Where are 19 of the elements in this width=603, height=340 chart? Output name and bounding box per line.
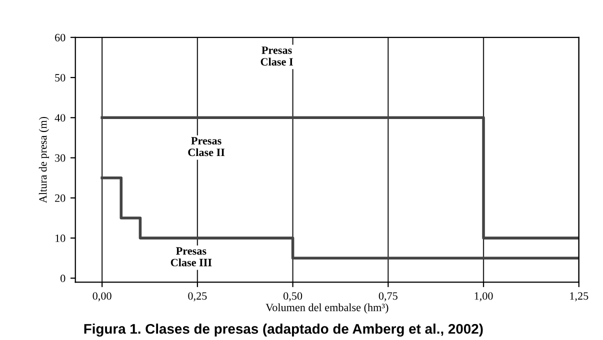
- x-axis-title: Volumen del embalse (hm³): [266, 303, 388, 314]
- x-tick-label: 1,25: [570, 292, 588, 302]
- x-tick-label: 0,75: [378, 292, 398, 302]
- x-tick-label: 0,25: [188, 292, 207, 302]
- y-tick-label: 40: [54, 114, 66, 122]
- x-tick-label: 0,50: [284, 292, 302, 302]
- annotation: Presas Clase III: [170, 247, 212, 266]
- y-tick-label: 60: [55, 34, 66, 42]
- y-axis-title: Altura de presa (m): [38, 116, 49, 204]
- y-tick-label: 10: [56, 234, 66, 242]
- annotation: Presas Clase I: [260, 46, 293, 66]
- x-tick-label: 1,00: [474, 292, 493, 302]
- y-tick-label: 0: [60, 274, 66, 282]
- y-tick-label: 30: [55, 154, 66, 162]
- annotation: Presas Clase II: [188, 137, 225, 156]
- y-tick-label: 20: [55, 194, 66, 202]
- x-tick-label: 0,00: [92, 292, 112, 302]
- y-tick-label: 50: [55, 74, 66, 82]
- text: Figura 1. Clases de presas (adaptado de Amberg et al., 2002): [84, 324, 483, 337]
